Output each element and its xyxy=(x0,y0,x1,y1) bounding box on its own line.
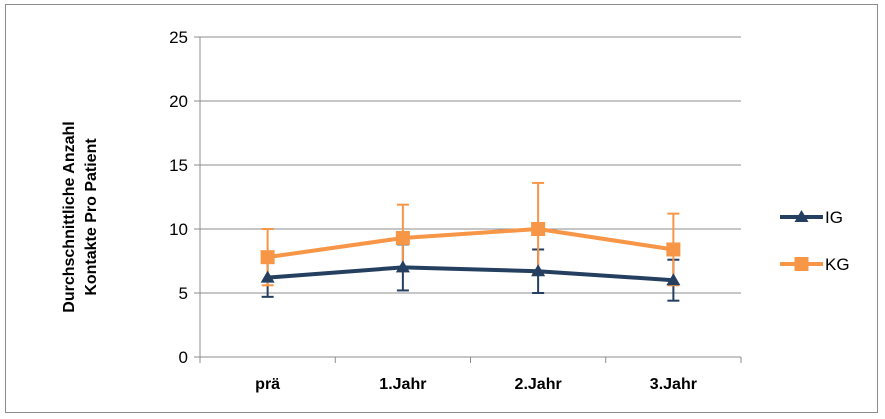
y-tick-labels: 0 5 10 15 20 25 xyxy=(169,28,188,367)
x-tick-label-0: prä xyxy=(255,376,280,393)
legend-label-kg: KG xyxy=(825,255,850,274)
series-lines xyxy=(260,222,681,286)
y-axis-title-line-2: Kontakte Pro Patient xyxy=(83,138,100,296)
y-axis-title-line-1: Durchschnittliche Anzahl xyxy=(61,121,78,312)
point-kg-2 xyxy=(531,222,546,236)
y-tick-label-5: 5 xyxy=(179,284,188,303)
point-kg-3 xyxy=(666,242,681,257)
point-ig-0 xyxy=(260,270,275,283)
legend-marker-ig xyxy=(794,210,809,222)
series-line-kg xyxy=(267,227,674,260)
point-ig-1 xyxy=(395,260,410,273)
legend: IG KG xyxy=(780,208,850,274)
x-tick-label-2: 2.Jahr xyxy=(515,376,562,393)
point-kg-1 xyxy=(395,230,410,245)
series-line-ig xyxy=(267,265,674,283)
point-ig-2 xyxy=(531,264,546,277)
gridlines xyxy=(200,36,741,294)
axes xyxy=(194,36,742,363)
y-tick-label-25: 25 xyxy=(169,28,188,47)
legend-marker-kg xyxy=(794,257,809,271)
legend-label-ig: IG xyxy=(825,208,843,227)
y-tick-label-10: 10 xyxy=(169,220,188,239)
point-ig-3 xyxy=(666,273,681,286)
chart-frame xyxy=(5,4,878,413)
x-tick-label-1: 1.Jahr xyxy=(379,376,426,393)
y-tick-label-0: 0 xyxy=(179,348,188,367)
x-tick-label-3: 3.Jahr xyxy=(650,376,697,393)
x-tick-labels: prä 1.Jahr 2.Jahr 3.Jahr xyxy=(255,376,697,393)
y-tick-label-15: 15 xyxy=(169,156,188,175)
y-tick-label-20: 20 xyxy=(169,92,188,111)
point-kg-0 xyxy=(260,250,275,265)
